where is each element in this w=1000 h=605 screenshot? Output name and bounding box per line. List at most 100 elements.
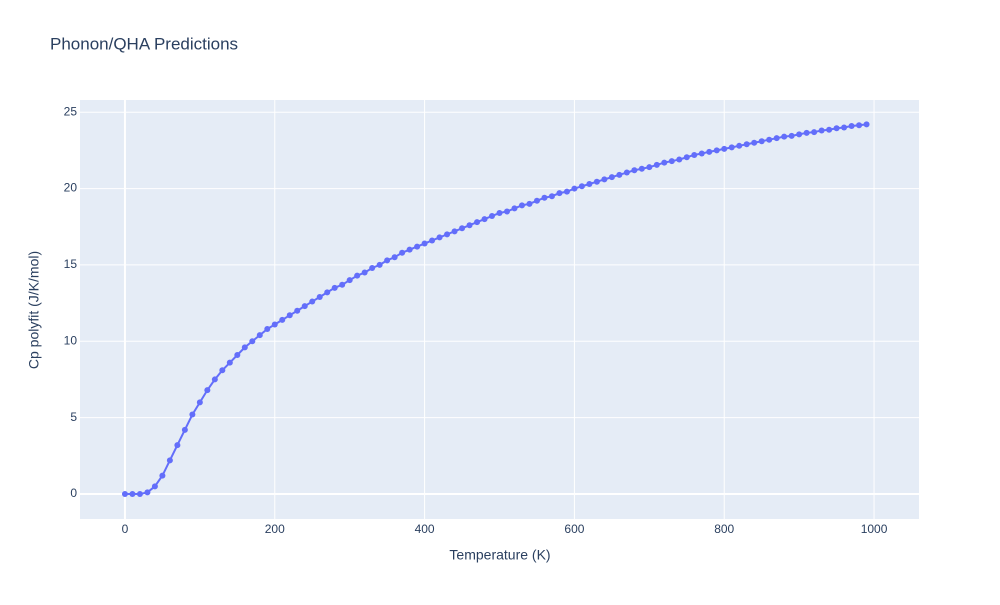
- x-tick-label: 800: [714, 522, 734, 536]
- marker: [391, 254, 398, 261]
- marker: [826, 126, 833, 133]
- marker: [751, 139, 758, 146]
- x-tick-label: 400: [415, 522, 435, 536]
- marker: [563, 188, 570, 195]
- marker: [309, 298, 316, 305]
- marker: [331, 284, 338, 291]
- marker: [414, 243, 421, 250]
- marker: [361, 269, 368, 276]
- marker: [526, 200, 533, 207]
- plot-area: [80, 100, 919, 519]
- marker: [518, 202, 525, 209]
- marker: [129, 490, 136, 497]
- marker: [324, 289, 331, 296]
- marker: [533, 197, 540, 204]
- marker: [301, 303, 308, 310]
- marker: [211, 376, 218, 383]
- marker: [489, 213, 496, 220]
- marker: [803, 129, 810, 136]
- x-tick-label: 200: [265, 522, 285, 536]
- marker: [833, 125, 840, 132]
- marker: [189, 411, 196, 418]
- y-tick-label: 5: [70, 410, 77, 424]
- marker: [166, 457, 173, 464]
- marker: [466, 222, 473, 229]
- marker: [728, 144, 735, 151]
- marker: [436, 234, 443, 241]
- marker: [406, 246, 413, 253]
- marker: [811, 129, 818, 136]
- marker: [503, 208, 510, 215]
- marker: [219, 367, 226, 374]
- marker: [459, 225, 466, 232]
- marker: [399, 249, 406, 256]
- marker: [548, 193, 555, 200]
- marker: [511, 205, 518, 212]
- marker: [496, 209, 503, 216]
- marker: [354, 272, 361, 279]
- marker: [316, 293, 323, 300]
- marker: [736, 142, 743, 149]
- line: [124, 123, 867, 495]
- marker: [174, 442, 181, 449]
- marker: [668, 158, 675, 165]
- marker: [781, 133, 788, 140]
- marker: [676, 156, 683, 163]
- marker: [159, 472, 166, 479]
- y-tick-label: 10: [64, 333, 78, 347]
- marker: [608, 174, 615, 181]
- marker: [279, 316, 286, 323]
- marker: [451, 228, 458, 235]
- marker: [721, 145, 728, 152]
- marker: [151, 483, 158, 490]
- grid: 0 200 400 600 800 1000 0 5 10 15 20 25: [64, 100, 919, 536]
- y-tick-label: 0: [70, 486, 77, 500]
- marker: [713, 147, 720, 154]
- marker: [271, 321, 278, 328]
- marker: [766, 136, 773, 143]
- marker: [444, 231, 451, 238]
- marker: [294, 307, 301, 314]
- marker: [474, 219, 481, 226]
- marker: [706, 148, 713, 155]
- marker: [796, 131, 803, 138]
- marker: [743, 141, 750, 148]
- marker: [623, 169, 630, 176]
- marker: [384, 257, 391, 264]
- marker: [631, 167, 638, 174]
- marker: [481, 216, 488, 223]
- marker: [683, 154, 690, 161]
- marker: [429, 237, 436, 244]
- marker: [788, 132, 795, 139]
- marker: [144, 489, 151, 496]
- marker: [234, 352, 241, 359]
- marker: [346, 277, 353, 284]
- marker: [646, 164, 653, 171]
- marker: [421, 240, 428, 247]
- marker: [241, 344, 248, 351]
- marker: [226, 359, 233, 366]
- marker: [661, 159, 668, 166]
- marker: [136, 490, 143, 497]
- x-tick-label: 0: [122, 522, 129, 536]
- marker: [638, 165, 645, 172]
- y-axis-title: Cp polyfit (J/K/mol): [26, 251, 42, 369]
- y-tick-label: 15: [64, 257, 78, 271]
- marker: [773, 135, 780, 142]
- marker: [758, 138, 765, 145]
- y-tick-label: 20: [64, 181, 78, 195]
- marks: [121, 121, 870, 497]
- marker: [339, 281, 346, 288]
- marker: [698, 150, 705, 157]
- marker: [691, 151, 698, 158]
- marker: [586, 180, 593, 187]
- marker: [818, 127, 825, 134]
- marker: [841, 124, 848, 131]
- marker: [571, 185, 578, 192]
- marker: [121, 490, 128, 497]
- marker: [181, 426, 188, 433]
- marker: [556, 190, 563, 197]
- marker: [204, 387, 211, 394]
- marker: [616, 171, 623, 178]
- marker: [593, 178, 600, 185]
